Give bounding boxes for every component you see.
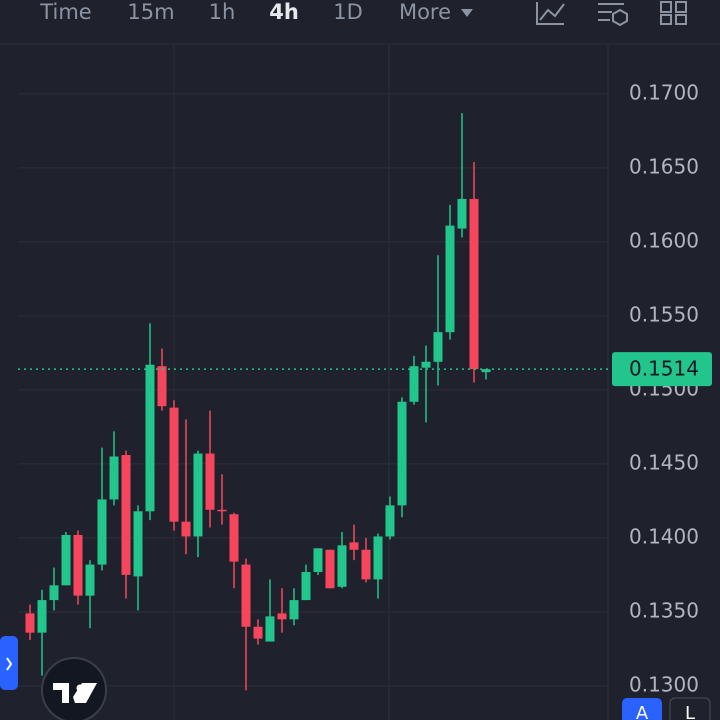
toolbar-item-active[interactable]: 4h: [269, 0, 299, 24]
plot: [18, 113, 612, 691]
candle-body: [73, 534, 83, 596]
candle-body: [241, 564, 251, 627]
candle-body: [145, 364, 155, 512]
candle-body: [25, 613, 35, 633]
candle-body: [433, 332, 443, 362]
last-price-label: 0.1514: [629, 357, 699, 381]
toolbar-item[interactable]: 1h: [209, 0, 236, 24]
dropdown-arrow: [461, 9, 473, 17]
candle-body: [289, 600, 299, 620]
candle-body: [313, 548, 323, 572]
candle-body: [397, 401, 407, 506]
button-label: L: [685, 703, 695, 720]
y-tick-label: 0.1300: [629, 672, 699, 696]
side-tab[interactable]: [0, 636, 18, 690]
candle-body: [37, 600, 47, 633]
candle-body: [169, 407, 179, 522]
candle-body: [385, 505, 395, 537]
candle-body: [61, 534, 71, 586]
candle-body: [469, 198, 479, 370]
button[interactable]: [669, 697, 711, 720]
y-tick-label: 0.1600: [629, 228, 699, 252]
button[interactable]: [622, 698, 662, 720]
candle-body: [325, 549, 335, 589]
price-axis: 0.13000.13500.14000.14500.15000.15500.16…: [612, 80, 712, 696]
candle-body: [49, 585, 59, 601]
logo-mark: [53, 683, 97, 703]
side-tab-arrow: [6, 657, 13, 671]
candle-body: [481, 369, 491, 373]
candle-body: [421, 361, 431, 368]
candle-body: [361, 549, 371, 580]
toolbar-item[interactable]: 1D: [333, 0, 363, 24]
candle-body: [109, 456, 119, 500]
logo[interactable]: [41, 657, 107, 720]
y-tick-label: 0.1400: [629, 524, 699, 548]
candle-body: [121, 455, 131, 575]
candle-body: [133, 511, 143, 577]
candle-body: [301, 571, 311, 601]
candle-body: [97, 499, 107, 565]
toolbar-item[interactable]: Time: [39, 0, 91, 24]
logo-dot: [76, 684, 84, 692]
y-tick-label: 0.1700: [629, 80, 699, 104]
toolbar-item[interactable]: More: [399, 0, 451, 24]
candle-body: [457, 198, 467, 229]
grid: [18, 45, 608, 720]
candle-body: [229, 514, 239, 562]
candle-body: [277, 613, 287, 620]
y-tick-label: 0.1350: [629, 598, 699, 622]
y-tick-label: 0.1450: [629, 450, 699, 474]
candle-body: [85, 564, 95, 596]
candle-body: [181, 521, 191, 537]
toolbar-item[interactable]: 15m: [127, 0, 174, 24]
candle-body: [205, 453, 215, 510]
last-price-box: [612, 352, 712, 387]
candle-body: [409, 366, 419, 402]
y-tick-label: 0.1550: [629, 302, 699, 326]
toolbar: [0, 0, 720, 44]
candle-body: [157, 366, 167, 407]
candle-body: [349, 542, 359, 550]
candle-body: [253, 626, 263, 639]
button-label: A: [636, 703, 649, 720]
toolbar-icons[interactable]: [536, 1, 687, 27]
candle-body: [193, 453, 203, 537]
candle-body: [373, 536, 383, 580]
candle-body: [265, 616, 275, 642]
candle-body: [337, 545, 347, 587]
y-tick-label: 0.1650: [629, 154, 699, 178]
candle-body: [217, 509, 227, 512]
candle-body: [445, 225, 455, 333]
